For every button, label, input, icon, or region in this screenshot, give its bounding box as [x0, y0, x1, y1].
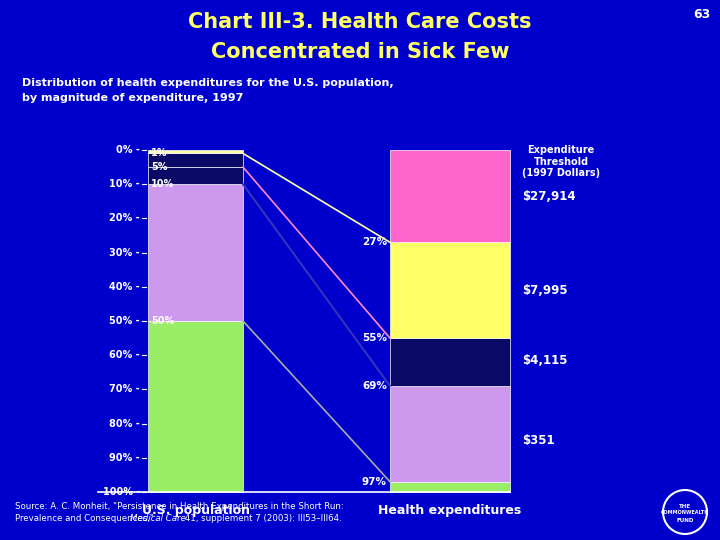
Text: 10%: 10% [151, 179, 174, 189]
Text: Health expenditures: Health expenditures [379, 504, 521, 517]
Text: COMMONWEALTH: COMMONWEALTH [661, 510, 709, 516]
Text: 63: 63 [693, 8, 710, 21]
Text: Concentrated in Sick Few: Concentrated in Sick Few [211, 42, 509, 62]
Bar [390, 150, 510, 242]
Text: 55%: 55% [362, 333, 387, 343]
Text: THE: THE [679, 503, 691, 509]
Bar [148, 184, 243, 321]
Text: 50% -: 50% - [109, 316, 140, 326]
Text: Chart III-3. Health Care Costs: Chart III-3. Health Care Costs [188, 12, 532, 32]
Text: $27,914: $27,914 [522, 190, 575, 202]
Text: 40% -: 40% - [109, 282, 140, 292]
Text: 97%: 97% [362, 477, 387, 487]
Text: 30% -: 30% - [109, 248, 140, 258]
Text: 41, supplement 7 (2003): III53–III64.: 41, supplement 7 (2003): III53–III64. [182, 514, 342, 523]
Bar [390, 242, 510, 338]
Bar [148, 153, 243, 167]
Text: Medical Care: Medical Care [130, 514, 186, 523]
Text: 20% -: 20% - [109, 213, 140, 224]
Text: $4,115: $4,115 [522, 354, 567, 367]
Bar [390, 386, 510, 482]
Text: Distribution of health expenditures for the U.S. population,: Distribution of health expenditures for … [22, 78, 394, 88]
Bar [148, 150, 243, 153]
Text: 60% -: 60% - [109, 350, 140, 360]
Text: 70% -: 70% - [109, 384, 140, 394]
Text: 50%: 50% [151, 316, 174, 326]
Text: 0% -: 0% - [116, 145, 140, 155]
Text: 27%: 27% [362, 238, 387, 247]
Text: by magnitude of expenditure, 1997: by magnitude of expenditure, 1997 [22, 93, 243, 103]
Bar [148, 321, 243, 492]
Text: $7,995: $7,995 [522, 284, 567, 296]
Text: 69%: 69% [362, 381, 387, 391]
Bar [390, 482, 510, 492]
Text: 80% -: 80% - [109, 418, 140, 429]
Text: 90% -: 90% - [109, 453, 140, 463]
Bar [390, 338, 510, 386]
Text: Source: A. C. Monheit, "Persistence in Health Expenditures in the Short Run:: Source: A. C. Monheit, "Persistence in H… [15, 502, 343, 511]
Text: $351: $351 [522, 434, 554, 447]
Text: Expenditure
Threshold
(1997 Dollars): Expenditure Threshold (1997 Dollars) [522, 145, 600, 178]
Text: 1%: 1% [151, 148, 168, 158]
Text: U.S. population: U.S. population [142, 504, 250, 517]
Text: Prevalence and Consequences,": Prevalence and Consequences," [15, 514, 157, 523]
Text: 10% -: 10% - [109, 179, 140, 189]
Text: 100% -: 100% - [103, 487, 140, 497]
Text: FUND: FUND [676, 517, 693, 523]
Text: 5%: 5% [151, 162, 168, 172]
Bar [148, 167, 243, 184]
